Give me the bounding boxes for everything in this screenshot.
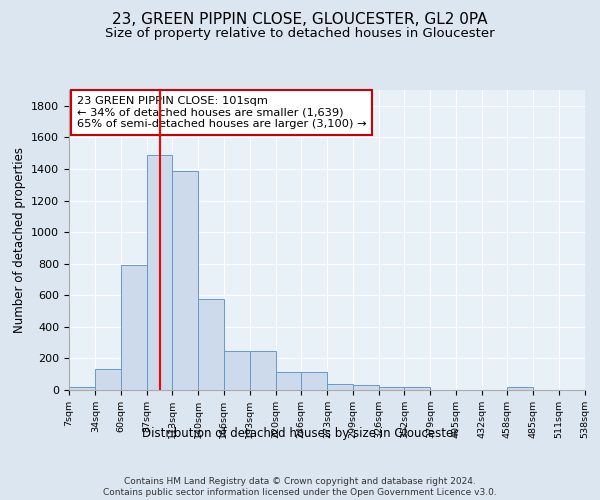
Bar — [172, 170, 198, 390]
Bar — [95, 368, 121, 390]
Text: Contains HM Land Registry data © Crown copyright and database right 2024.
Contai: Contains HM Land Registry data © Crown c… — [103, 478, 497, 497]
Bar — [507, 387, 533, 390]
Bar — [69, 387, 95, 390]
Bar — [224, 352, 250, 390]
Bar — [301, 372, 328, 390]
Bar — [147, 154, 172, 390]
Bar — [276, 372, 301, 390]
Bar — [328, 384, 353, 390]
Bar — [121, 266, 147, 390]
Text: 23, GREEN PIPPIN CLOSE, GLOUCESTER, GL2 0PA: 23, GREEN PIPPIN CLOSE, GLOUCESTER, GL2 … — [112, 12, 488, 28]
Bar — [250, 352, 276, 390]
Bar — [379, 387, 404, 390]
Bar — [198, 299, 224, 390]
Bar — [404, 387, 430, 390]
Text: 23 GREEN PIPPIN CLOSE: 101sqm
← 34% of detached houses are smaller (1,639)
65% o: 23 GREEN PIPPIN CLOSE: 101sqm ← 34% of d… — [77, 96, 366, 129]
Text: Distribution of detached houses by size in Gloucester: Distribution of detached houses by size … — [142, 428, 458, 440]
Text: Size of property relative to detached houses in Gloucester: Size of property relative to detached ho… — [105, 28, 495, 40]
Y-axis label: Number of detached properties: Number of detached properties — [13, 147, 26, 333]
Bar — [353, 386, 379, 390]
